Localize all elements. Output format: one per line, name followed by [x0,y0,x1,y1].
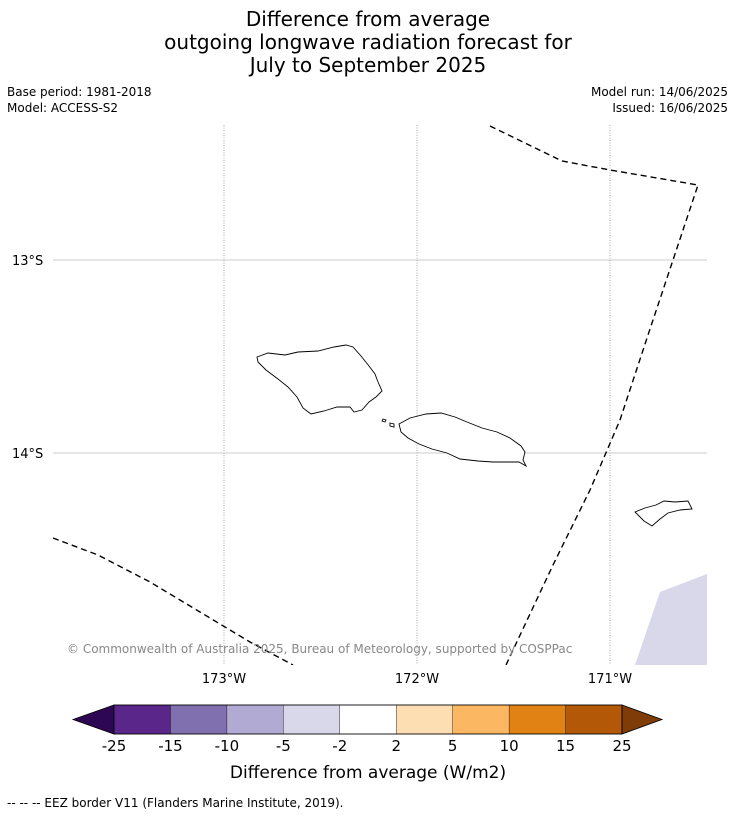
colorbar-segment [113,704,172,735]
lat-label-14s: 14°S [12,447,43,462]
chart-title: Difference from average outgoing longwav… [0,8,736,77]
colorbar-segment [226,704,285,735]
colorbar-label: Difference from average (W/m2) [230,763,506,783]
colorbar-segment [339,704,397,735]
colorbar-extend-low [71,704,115,735]
colorbar-tick-label: -10 [215,737,240,755]
lon-label-171w: 171°W [588,672,632,687]
colorbar-tick-label: 2 [391,737,401,755]
island-manono [389,422,395,428]
anomaly-shade [635,574,707,665]
island-upolu [398,412,528,468]
colorbar-tick-label: -25 [102,737,127,755]
colorbar-tick-label: 15 [556,737,575,755]
title-line-2: outgoing longwave radiation forecast for [164,30,572,54]
colorbar-tick-label: -15 [158,737,183,755]
colorbar-tick-label: -2 [332,737,347,755]
lon-label-173w: 173°W [202,672,246,687]
colorbar-segment [283,704,341,735]
colorbar-segment [508,704,567,735]
meta-left: Base period: 1981-2018 Model: ACCESS-S2 [7,84,152,116]
colorbar-segment [452,704,510,735]
map-panel: © Commonwealth of Australia 2025, Bureau… [53,125,707,665]
colorbar-segment [396,704,454,735]
colorbar-segment [565,704,623,735]
title-line-1: Difference from average [245,7,491,31]
issued-date: Issued: 16/06/2025 [612,101,728,115]
colorbar-extend-high [621,704,664,735]
copyright-notice: © Commonwealth of Australia 2025, Bureau… [67,642,572,656]
eez-border-north [489,125,699,665]
colorbar-segment [170,704,228,735]
base-period: Base period: 1981-2018 [7,85,152,99]
model-run: Model run: 14/06/2025 [590,85,728,99]
colorbar-tick-label: -5 [276,737,291,755]
eez-legend-footer: -- -- -- EEZ border V11 (Flanders Marine… [7,796,344,810]
island-apolima [381,418,387,423]
island-tutuila [634,500,693,527]
colorbar-tick-label: 25 [612,737,631,755]
meta-right: Model run: 14/06/2025 Issued: 16/06/2025 [591,84,728,116]
lon-label-172w: 172°W [395,672,439,687]
colorbar-tick-label: 10 [500,737,519,755]
lat-label-13s: 13°S [12,254,43,269]
island-savaii [256,344,383,415]
colorbar-frame [113,704,623,735]
model-name: Model: ACCESS-S2 [7,101,119,115]
colorbar: -25 -15 -10 -5 -2 2 5 10 15 25 Difference from av… [71,704,664,783]
eez-border-southwest [53,537,294,665]
colorbar-tick-label: 5 [448,737,458,755]
title-line-3: July to September 2025 [249,53,487,77]
